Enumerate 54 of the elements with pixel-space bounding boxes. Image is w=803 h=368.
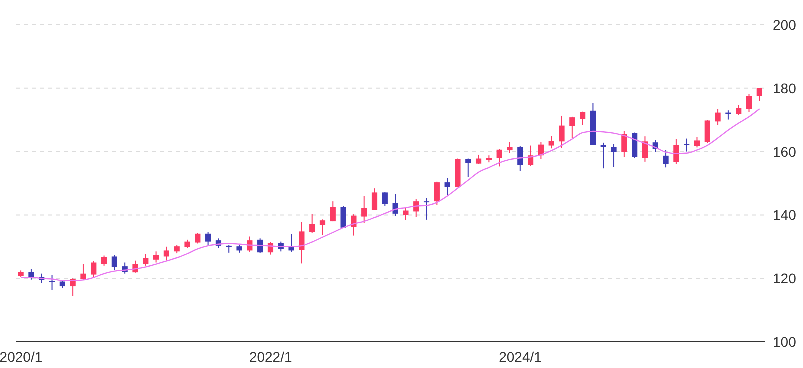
candlestick: [49, 274, 56, 291]
x-tick-label: 2024/1: [499, 349, 542, 365]
candlestick: [372, 188, 378, 211]
candlestick: [622, 130, 628, 158]
candlestick: [507, 142, 513, 154]
candlestick: [310, 214, 316, 234]
candlestick: [153, 251, 160, 264]
candlestick: [299, 222, 305, 264]
candlestick: [466, 158, 472, 178]
candlestick: [80, 264, 86, 281]
candlestick: [101, 255, 108, 266]
candlestick: [674, 138, 680, 165]
y-tick-label: 160: [773, 144, 797, 160]
y-tick-label: 140: [773, 207, 797, 224]
x-tick-label: 2022/1: [249, 349, 292, 365]
y-tick-label: 120: [773, 270, 797, 287]
candlestick: [736, 104, 742, 116]
candlestick: [663, 150, 669, 168]
candlestick: [684, 138, 690, 152]
candlestick: [600, 142, 606, 170]
candlestick: [518, 146, 524, 172]
candlestick: [206, 232, 212, 246]
candlestick: [611, 144, 617, 168]
y-tick-label: 100: [773, 334, 797, 350]
candlestick: [288, 234, 294, 252]
candlestick: [403, 207, 409, 221]
candlestick: [704, 120, 710, 144]
candlestick: [642, 136, 648, 162]
candlestick: [548, 136, 554, 150]
y-tick-label: 200: [773, 16, 797, 33]
candlestick: [444, 178, 450, 197]
candlestick: [434, 181, 440, 206]
x-tick-label: 2020/1: [0, 349, 43, 365]
candlestick: [112, 254, 118, 271]
candlestick: [756, 88, 762, 102]
candlestick: [382, 192, 388, 207]
candlestick: [496, 148, 502, 168]
candlestick: [476, 154, 482, 165]
candlestick: [746, 94, 752, 113]
candlestick: [559, 115, 565, 149]
y-tick-label: 180: [773, 80, 797, 96]
candlestick: [570, 116, 576, 139]
candlestick: [330, 201, 336, 222]
candlestick: [164, 246, 170, 262]
candlestick: [195, 232, 201, 244]
candlestick: [715, 108, 721, 126]
candlestick: [424, 198, 430, 220]
candlestick: [91, 260, 97, 278]
candlestick: [694, 136, 700, 148]
candlestick: [143, 254, 149, 266]
candlestick: [362, 196, 368, 224]
candlestick: [632, 132, 638, 159]
candlestick: [580, 111, 586, 126]
candlestick: [320, 219, 326, 236]
